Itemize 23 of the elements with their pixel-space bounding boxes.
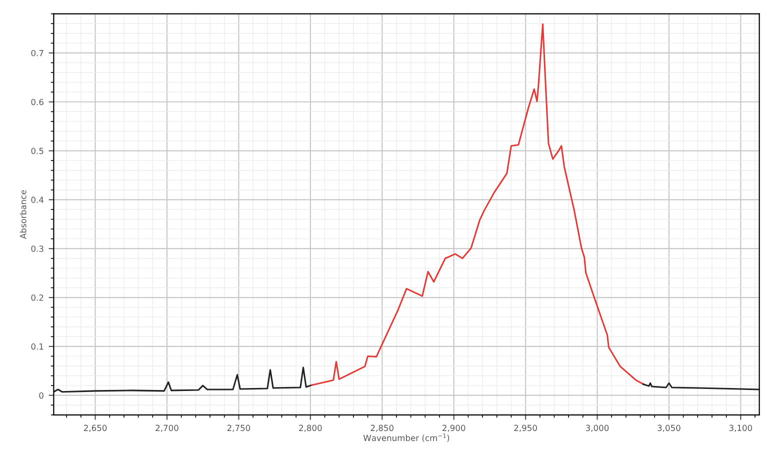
x-tick-label: 2,900 [442,424,466,432]
x-tick-label: 2,650 [84,424,107,432]
y-tick-label: 0 [39,392,44,399]
y-tick-label: 0.3 [31,246,44,252]
x-tick-label: 3,050 [658,424,680,432]
x-axis-title: Wavenumber (cm$^{−1}$) [363,434,450,442]
y-axis-title: Absorbance [20,190,26,239]
x-tick-label: 2,750 [227,424,250,432]
x-tick-label: 3,000 [586,424,609,432]
x-tick-label: 3,100 [729,424,752,432]
y-tick-label: 0.2 [31,294,44,301]
y-tick-label: 0.1 [31,343,44,350]
x-tick-label: 2,850 [370,424,394,432]
x-tick-label: 2,950 [514,424,537,432]
x-tick-label: 2,700 [156,424,178,432]
y-tick-label: 0.7 [31,50,44,56]
y-tick-label: 0.4 [31,196,44,203]
line-series [311,23,644,386]
x-tick-label: 2,800 [299,424,322,432]
y-tick-label: 0.6 [31,98,44,106]
line-series [642,382,760,390]
line-series [54,366,313,393]
y-tick-label: 0.5 [31,148,44,154]
